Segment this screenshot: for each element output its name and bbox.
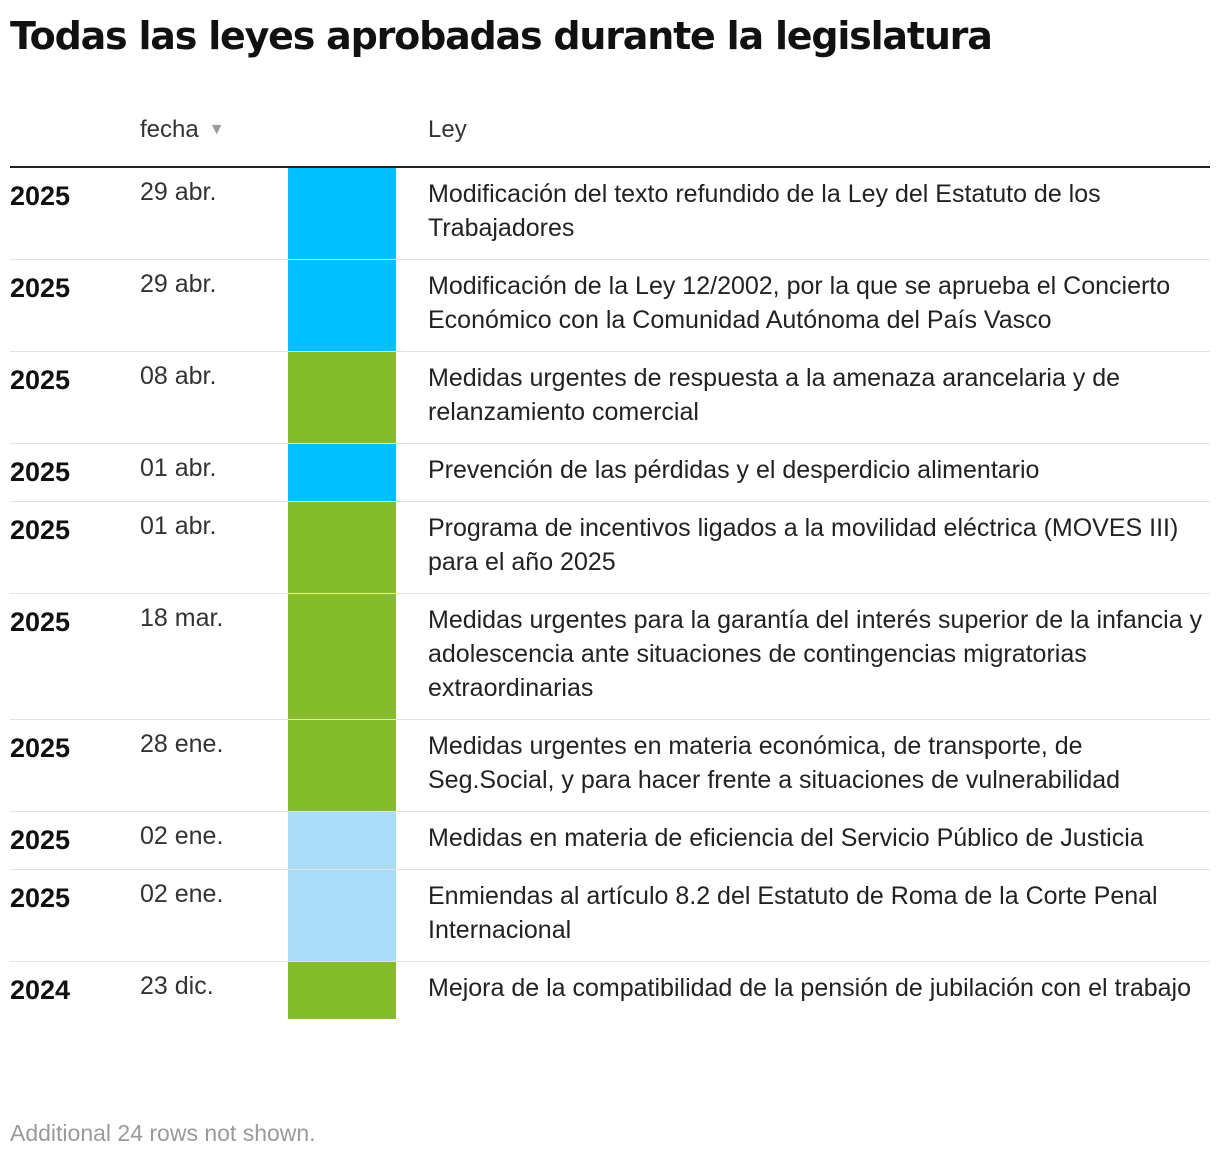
cell-category-color	[288, 962, 396, 1019]
cell-year: 2025	[10, 607, 71, 637]
table-row: 2025 02 ene. Medidas en materia de eficien…	[10, 812, 1210, 870]
cell-law: Prevención de las pérdidas y el desperdi…	[428, 456, 1040, 484]
cell-date: 29 abr.	[140, 270, 217, 298]
cell-year: 2025	[10, 825, 71, 855]
cell-date: 18 mar.	[140, 604, 224, 632]
cell-year: 2025	[10, 181, 71, 211]
cell-year: 2025	[10, 515, 71, 545]
cell-law: Mejora de la compatibilidad de la pensió…	[428, 974, 1191, 1002]
chart-title: Todas las leyes aprobadas durante la leg…	[10, 14, 993, 58]
cell-date: 08 abr.	[140, 362, 217, 390]
cell-date: 02 ene.	[140, 822, 224, 850]
cell-year: 2024	[10, 975, 71, 1005]
cell-year: 2025	[10, 273, 71, 303]
cell-category-color	[288, 352, 396, 443]
cell-date: 29 abr.	[140, 178, 217, 206]
sort-descending-icon[interactable]: ▼	[208, 121, 225, 138]
cell-category-color	[288, 502, 396, 593]
table-row: 2025 29 abr. Modificación del texto refund…	[10, 168, 1210, 260]
cell-law: Modificación del texto refundido de la L…	[428, 180, 1101, 242]
cell-year: 2025	[10, 883, 71, 913]
cell-date: 02 ene.	[140, 880, 224, 908]
cell-category-color	[288, 812, 396, 869]
table-row: 2025 29 abr. Modificación de la Ley 12/200…	[10, 260, 1210, 352]
column-header-fecha[interactable]: fecha ▼	[140, 116, 225, 144]
cell-law: Medidas en materia de eficiencia del Ser…	[428, 824, 1144, 852]
column-header-ley[interactable]: Ley	[428, 116, 467, 143]
cell-law: Medidas urgentes en materia económica, d…	[428, 732, 1121, 794]
cell-date: 01 abr.	[140, 512, 217, 540]
table-row: 2025 01 abr. Prevención de las pérdidas y …	[10, 444, 1210, 502]
cell-law: Medidas urgentes de respuesta a la amena…	[428, 364, 1121, 426]
cell-date: 28 ene.	[140, 730, 224, 758]
cell-category-color	[288, 260, 396, 351]
cell-law: Enmiendas al artículo 8.2 del Estatuto d…	[428, 882, 1158, 944]
cell-date: 01 abr.	[140, 454, 217, 482]
table-row: 2025 28 ene. Medidas urgentes en materia e…	[10, 720, 1210, 812]
cell-law: Medidas urgentes para la garantía del in…	[428, 606, 1203, 702]
cell-year: 2025	[10, 365, 71, 395]
table-header: fecha ▼ Ley	[10, 108, 1210, 168]
cell-category-color	[288, 720, 396, 811]
cell-year: 2025	[10, 457, 71, 487]
table-row: 2025 18 mar. Medidas urgentes para la gara…	[10, 594, 1210, 720]
footnote: Additional 24 rows not shown.	[10, 1120, 316, 1146]
table-row: 2024 23 dic. Mejora de la compatibilidad d…	[10, 962, 1210, 1019]
table-row: 2025 02 ene. Enmiendas al artículo 8.2 del…	[10, 870, 1210, 962]
cell-year: 2025	[10, 733, 71, 763]
column-header-fecha-label: fecha	[140, 116, 199, 143]
cell-category-color	[288, 168, 396, 259]
cell-law: Modificación de la Ley 12/2002, por la q…	[428, 272, 1171, 334]
cell-category-color	[288, 870, 396, 961]
table-row: 2025 01 abr. Programa de incentivos ligado…	[10, 502, 1210, 594]
cell-date: 23 dic.	[140, 972, 214, 1000]
cell-category-color	[288, 594, 396, 719]
cell-law: Programa de incentivos ligados a la movi…	[428, 514, 1179, 576]
table-row: 2025 08 abr. Medidas urgentes de respuesta…	[10, 352, 1210, 444]
table-body: 2025 29 abr. Modificación del texto refund…	[10, 168, 1210, 1019]
cell-category-color	[288, 444, 396, 501]
